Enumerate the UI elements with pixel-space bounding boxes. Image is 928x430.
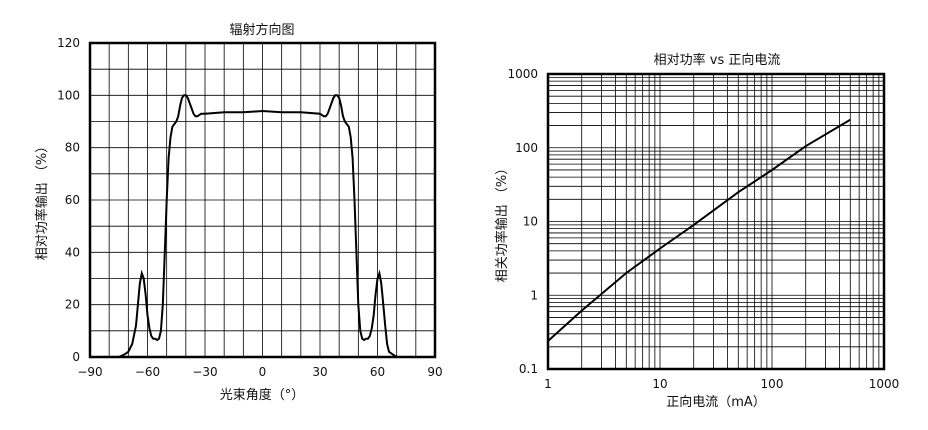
chart2-y-tick-label: 100 [515, 141, 538, 155]
chart2-title: 相对功率 vs 正向电流 [654, 52, 781, 68]
chart1-y-tick-label: 0 [72, 350, 80, 364]
chart1-x-tick-label: −60 [135, 365, 160, 379]
chart2-y-tick-label: 10 [523, 215, 538, 229]
chart2-y-ticks: 0.1 1 10 100 1000 [507, 67, 538, 376]
chart1-y-label: 相对功率输出 （%） [34, 140, 50, 261]
chart1-y-tick-label: 20 [65, 298, 80, 312]
chart1-title: 辐射方向图 [229, 22, 294, 38]
chart1-y-tick-label: 40 [65, 245, 80, 259]
chart1-y-tick-label: 120 [57, 36, 80, 50]
chart1-x-label: 光束角度（°） [220, 387, 305, 403]
relative-power-vs-current-chart: 相对功率 vs 正向电流 0.1 1 10 100 1000 1 10 100 1000 正向… [494, 52, 899, 410]
chart1-x-ticks: −90 −60 −30 0 30 60 90 [77, 365, 442, 379]
radiation-pattern-chart: 辐射方向图 0 20 40 60 80 100 120 −90 −60 −30 0 30 60 90 光… [34, 22, 443, 403]
chart2-x-label: 正向电流（mA） [666, 394, 766, 410]
chart1-frame [88, 41, 437, 359]
chart2-y-label: 相关功率输出 （%） [494, 162, 510, 283]
chart2-y-tick-label: 0.1 [519, 362, 538, 376]
chart2-x-tick-label: 1 [544, 377, 552, 391]
chart1-y-tick-label: 80 [65, 141, 80, 155]
chart2-y-tick-label: 1000 [507, 67, 538, 81]
chart1-x-tick-label: 90 [427, 365, 442, 379]
chart2-y-tick-label: 1 [530, 288, 538, 302]
chart1-series-line [118, 94, 407, 358]
chart1-x-tick-label: −30 [192, 365, 217, 379]
chart1-y-tick-label: 100 [57, 88, 80, 102]
chart2-x-tick-label: 10 [652, 377, 667, 391]
chart2-x-tick-label: 1000 [869, 377, 900, 391]
chart1-x-tick-label: 30 [312, 365, 327, 379]
chart1-y-ticks: 0 20 40 60 80 100 120 [57, 36, 80, 364]
chart2-grid [548, 74, 884, 369]
chart2-series-line [547, 118, 851, 342]
chart2-x-ticks: 1 10 100 1000 [544, 377, 899, 391]
chart1-x-tick-label: −90 [77, 365, 102, 379]
chart1-y-tick-label: 60 [65, 193, 80, 207]
chart2-frame [546, 72, 886, 371]
chart1-x-tick-label: 60 [370, 365, 385, 379]
chart2-x-tick-label: 100 [761, 377, 784, 391]
chart1-x-tick-label: 0 [259, 365, 267, 379]
